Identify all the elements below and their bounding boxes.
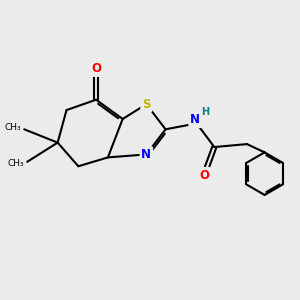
Text: H: H <box>201 107 209 117</box>
Text: CH₃: CH₃ <box>4 123 21 132</box>
Text: N: N <box>190 113 200 126</box>
Text: S: S <box>142 98 151 111</box>
Text: CH₃: CH₃ <box>8 159 24 168</box>
Text: O: O <box>91 62 101 75</box>
Text: O: O <box>199 169 209 182</box>
Text: N: N <box>141 148 151 161</box>
